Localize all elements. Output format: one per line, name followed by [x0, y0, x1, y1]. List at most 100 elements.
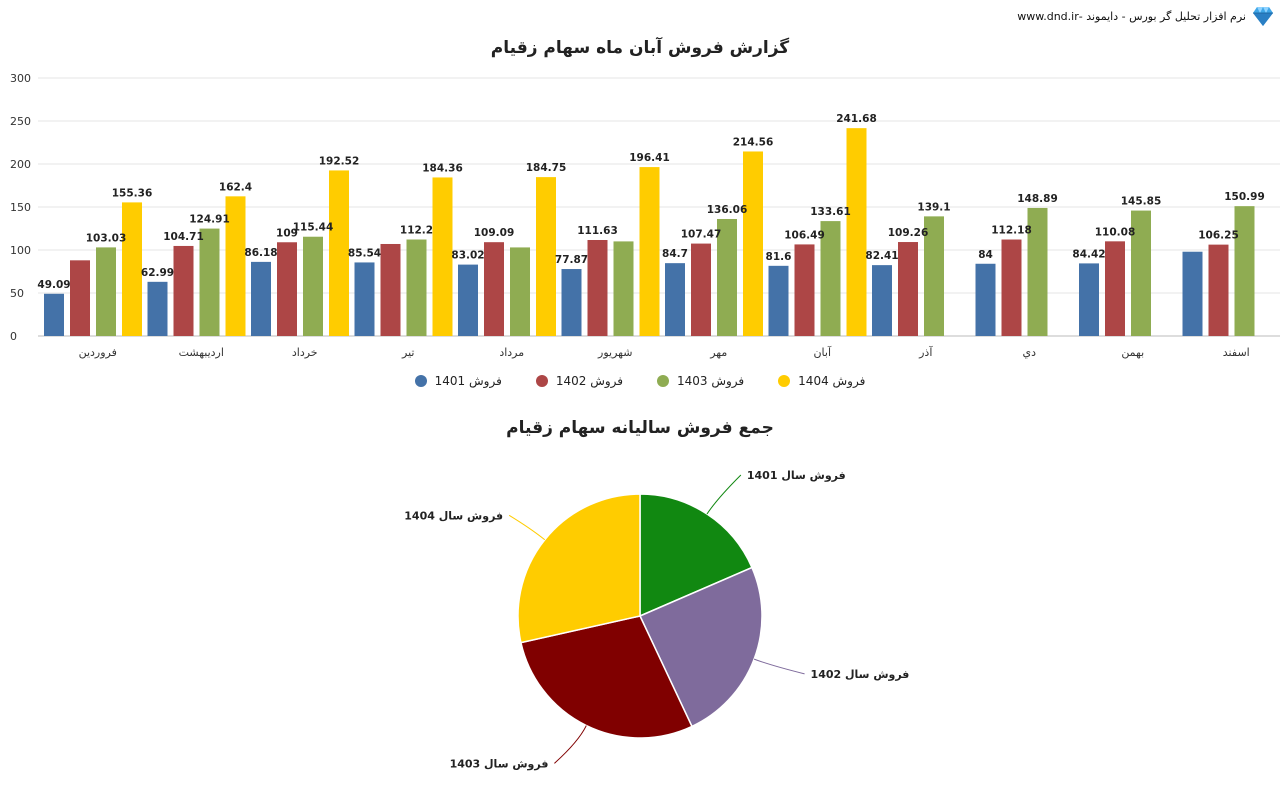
data-label: 136.06	[707, 204, 748, 216]
bar	[484, 242, 504, 336]
bar	[70, 260, 90, 336]
data-label: 106.25	[1198, 230, 1239, 242]
legend-swatch	[657, 375, 669, 387]
bar	[1182, 251, 1203, 336]
data-label: 150.99	[1224, 191, 1265, 203]
bar	[691, 243, 711, 336]
bar	[1131, 210, 1151, 336]
leader-line	[554, 725, 587, 764]
bar	[768, 265, 789, 336]
legend-item: فروش 1403	[657, 374, 744, 388]
x-tick-label: دي	[1022, 346, 1036, 359]
y-tick-label: 50	[10, 287, 24, 300]
y-tick-label: 250	[10, 115, 31, 128]
diamond-icon	[1253, 7, 1273, 26]
bar-chart: 0 50 100 150 200 250 300 فروردین اردیبهشت خرداد تی…	[10, 72, 1280, 359]
bar-chart-legend: فروش 1401 فروش 1402 فروش 1403 فروش 1404	[0, 374, 1280, 388]
data-label: 81.6	[766, 251, 792, 263]
y-tick-label: 100	[10, 244, 31, 257]
bar	[587, 239, 608, 336]
pie-chart-title: جمع فروش سالیانه سهام زقیام	[506, 418, 774, 438]
data-label: 148.89	[1017, 193, 1058, 205]
legend-swatch	[535, 375, 548, 387]
legend-swatch	[414, 375, 427, 387]
bar	[1001, 239, 1022, 336]
x-tick-label: مرداد	[499, 346, 524, 359]
y-tick-label: 200	[10, 158, 31, 171]
leader-line	[706, 474, 742, 515]
bar	[717, 218, 737, 336]
bar	[380, 243, 401, 336]
bar	[1208, 244, 1229, 336]
data-label: 49.09	[37, 279, 70, 291]
bar	[794, 244, 815, 336]
bar	[924, 216, 944, 336]
x-tick-label: آذر	[918, 345, 933, 359]
data-label: 77.87	[555, 254, 588, 266]
brand-header: نرم افزار تحلیل گر بورس - دایموند -www.d…	[1017, 4, 1274, 28]
data-label: 139.1	[917, 201, 950, 213]
data-label: 104.71	[163, 231, 204, 243]
x-tick-label: مهر	[709, 346, 727, 359]
data-label: 184.36	[422, 162, 463, 174]
data-label: 106.49	[784, 229, 825, 241]
bar	[561, 269, 582, 336]
bar	[432, 177, 453, 336]
data-label: 124.91	[189, 214, 230, 226]
data-label: 241.68	[836, 113, 877, 125]
bar	[44, 293, 64, 336]
brand-text: نرم افزار تحلیل گر بورس - دایموند -www.d…	[1017, 9, 1246, 23]
bar	[277, 242, 297, 336]
y-tick-label: 300	[10, 72, 31, 85]
legend-item: فروش 1404	[778, 374, 865, 388]
x-tick-label: خرداد	[292, 346, 318, 359]
bar-chart-title: گزارش فروش آبان ماه سهام زقیام	[490, 38, 790, 58]
bar	[173, 245, 194, 336]
bar	[743, 151, 763, 336]
bar	[122, 202, 142, 336]
data-label: 196.41	[629, 152, 670, 164]
legend-item: فروش 1401	[414, 374, 502, 388]
pie-label: فروش سال 1401	[747, 470, 846, 482]
legend-item: فروش 1402	[535, 374, 623, 388]
data-label: 192.52	[319, 155, 360, 167]
bar	[1027, 207, 1048, 336]
bar	[1079, 263, 1099, 336]
data-label: 107.47	[681, 229, 722, 241]
bar	[510, 247, 530, 336]
bar	[225, 196, 246, 336]
data-label: 109	[276, 227, 298, 239]
x-tick-label: بهمن	[1121, 346, 1144, 359]
legend-label: فروش 1404	[798, 374, 866, 388]
data-label: 83.02	[451, 250, 484, 262]
bar	[613, 241, 634, 336]
data-label: 109.26	[888, 227, 929, 239]
data-label: 84.7	[662, 248, 688, 260]
bar	[975, 263, 996, 336]
bar	[96, 247, 116, 336]
data-label: 85.54	[348, 247, 381, 259]
pie-slice	[517, 493, 641, 644]
data-label: 110.08	[1095, 226, 1136, 238]
leader-line	[753, 658, 805, 675]
bar	[1105, 241, 1125, 336]
bar	[639, 167, 660, 336]
bar	[898, 242, 918, 336]
bar	[536, 177, 556, 336]
pie-label: فروش سال 1402	[811, 668, 910, 681]
bar	[303, 236, 323, 336]
data-label: 62.99	[141, 267, 174, 279]
pie-slice	[639, 493, 753, 618]
data-label: 82.41	[865, 250, 898, 262]
x-tick-label: تیر	[401, 346, 414, 359]
data-label: 111.63	[577, 225, 618, 237]
data-label: 103.03	[86, 232, 127, 244]
pie-label: فروش سال 1403	[450, 757, 549, 770]
data-label: 115.44	[293, 222, 334, 234]
pie-chart: فروش سال 1401 فروش سال 1402 فروش سال 1403 ف…	[404, 470, 910, 770]
data-label: 155.36	[112, 187, 153, 199]
bar	[820, 221, 841, 336]
data-label: 84.42	[1072, 248, 1105, 260]
data-label: 112.18	[991, 225, 1032, 237]
bar	[458, 264, 478, 336]
